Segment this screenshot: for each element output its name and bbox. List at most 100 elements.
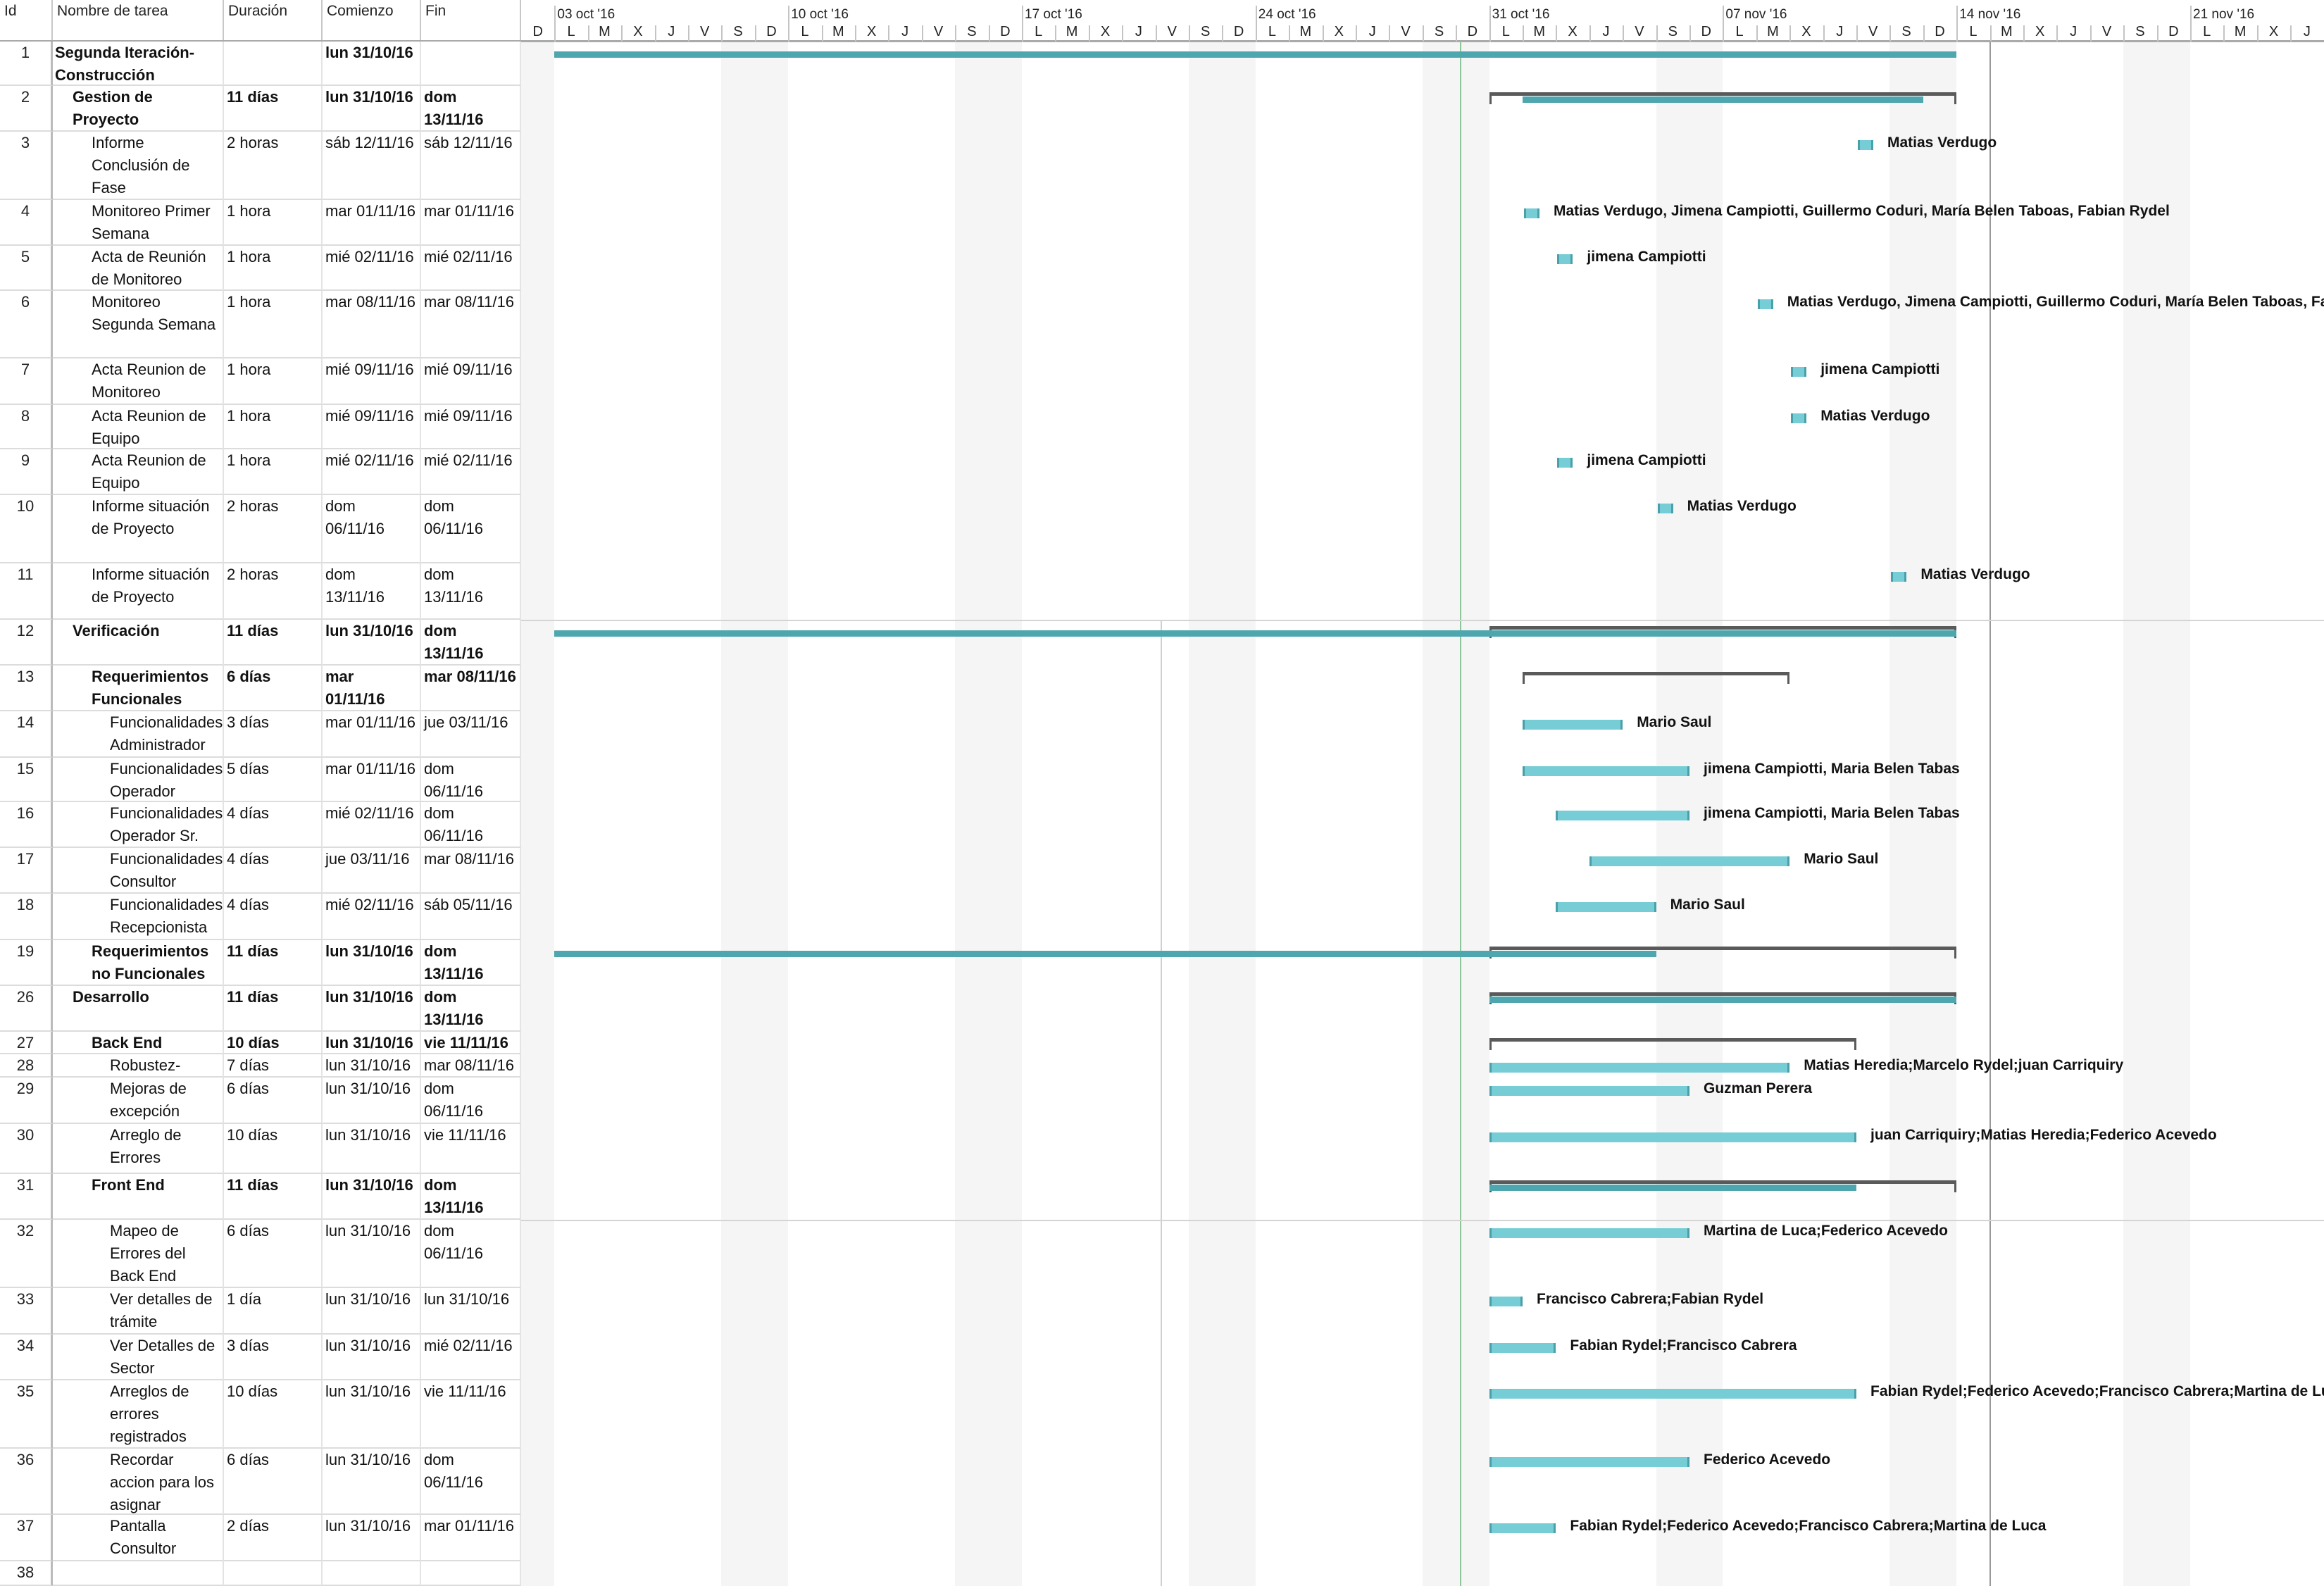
- task-start-cell[interactable]: lun 31/10/16: [323, 42, 421, 86]
- task-name-cell[interactable]: Funcionalidades Administrador: [53, 711, 224, 758]
- task-name-cell[interactable]: Informe situación de Proyecto: [53, 563, 224, 620]
- task-finish-cell[interactable]: dom 06/11/16: [421, 802, 521, 848]
- task-start-cell[interactable]: mar 08/11/16: [323, 291, 421, 358]
- task-finish-cell[interactable]: dom 06/11/16: [421, 1449, 521, 1515]
- task-finish-cell[interactable]: vie 11/11/16: [421, 1124, 521, 1174]
- task-id-cell[interactable]: 38: [0, 1561, 53, 1586]
- summary-progress-bar[interactable]: [1523, 96, 1923, 103]
- task-id-cell[interactable]: 3: [0, 132, 53, 200]
- task-id-cell[interactable]: 17: [0, 848, 53, 894]
- task-id-cell[interactable]: 10: [0, 495, 53, 563]
- task-duration-cell[interactable]: 11 días: [224, 940, 323, 986]
- task-start-cell[interactable]: mié 02/11/16: [323, 449, 421, 495]
- task-start-cell[interactable]: lun 31/10/16: [323, 1032, 421, 1054]
- task-name-cell[interactable]: Segunda Iteración-Construcción: [53, 42, 224, 86]
- task-bar-milestone[interactable]: [1657, 504, 1673, 513]
- task-bar-milestone[interactable]: [1791, 367, 1807, 377]
- task-start-cell[interactable]: lun 31/10/16: [323, 1449, 421, 1515]
- task-duration-cell[interactable]: 6 días: [224, 1449, 323, 1515]
- task-bar[interactable]: [1489, 1389, 1856, 1399]
- task-name-cell[interactable]: Informe Conclusión de Fase: [53, 132, 224, 200]
- column-header-id[interactable]: Id: [0, 0, 53, 40]
- task-id-cell[interactable]: 30: [0, 1124, 53, 1174]
- task-name-cell[interactable]: Acta de Reunión de Monitoreo: [53, 246, 224, 291]
- task-duration-cell[interactable]: 11 días: [224, 86, 323, 132]
- task-bar[interactable]: [1523, 766, 1689, 776]
- task-start-cell[interactable]: mié 02/11/16: [323, 246, 421, 291]
- summary-bracket[interactable]: [1489, 626, 1957, 638]
- task-start-cell[interactable]: lun 31/10/16: [323, 940, 421, 986]
- task-start-cell[interactable]: lun 31/10/16: [323, 1054, 421, 1078]
- task-bar-milestone[interactable]: [1557, 458, 1573, 468]
- column-header-name[interactable]: Nombre de tarea: [53, 0, 224, 40]
- task-finish-cell[interactable]: dom 13/11/16: [421, 86, 521, 132]
- summary-progress-bar[interactable]: [554, 51, 1957, 58]
- task-finish-cell[interactable]: dom 13/11/16: [421, 1174, 521, 1220]
- task-duration-cell[interactable]: 4 días: [224, 848, 323, 894]
- task-duration-cell[interactable]: 4 días: [224, 894, 323, 940]
- task-name-cell[interactable]: Acta Reunion de Monitoreo: [53, 358, 224, 405]
- summary-bracket[interactable]: [1523, 672, 1790, 684]
- task-bar-milestone[interactable]: [1791, 413, 1807, 423]
- task-name-cell[interactable]: Requerimientos Funcionales: [53, 666, 224, 711]
- task-name-cell[interactable]: Pantalla Consultor: [53, 1515, 224, 1561]
- task-start-cell[interactable]: lun 31/10/16: [323, 1335, 421, 1380]
- task-id-cell[interactable]: 29: [0, 1078, 53, 1124]
- task-finish-cell[interactable]: mar 08/11/16: [421, 1054, 521, 1078]
- task-name-cell[interactable]: Acta Reunion de Equipo: [53, 449, 224, 495]
- task-bar-milestone[interactable]: [1891, 572, 1907, 582]
- task-name-cell[interactable]: Arreglos de errores registrados: [53, 1380, 224, 1449]
- task-id-cell[interactable]: 13: [0, 666, 53, 711]
- task-duration-cell[interactable]: 2 horas: [224, 563, 323, 620]
- task-finish-cell[interactable]: dom 13/11/16: [421, 620, 521, 666]
- task-bar[interactable]: [1489, 1343, 1556, 1353]
- task-duration-cell[interactable]: 1 hora: [224, 405, 323, 449]
- task-duration-cell[interactable]: 1 hora: [224, 246, 323, 291]
- task-name-cell[interactable]: Funcionalidades Operador: [53, 758, 224, 802]
- task-bar-milestone[interactable]: [1858, 140, 1873, 150]
- task-finish-cell[interactable]: mar 08/11/16: [421, 666, 521, 711]
- task-finish-cell[interactable]: jue 03/11/16: [421, 711, 521, 758]
- task-id-cell[interactable]: 16: [0, 802, 53, 848]
- task-start-cell[interactable]: [323, 1561, 421, 1586]
- task-id-cell[interactable]: 26: [0, 986, 53, 1032]
- task-start-cell[interactable]: lun 31/10/16: [323, 1515, 421, 1561]
- task-id-cell[interactable]: 12: [0, 620, 53, 666]
- task-id-cell[interactable]: 5: [0, 246, 53, 291]
- task-bar-milestone[interactable]: [1557, 254, 1573, 264]
- task-duration-cell[interactable]: 11 días: [224, 986, 323, 1032]
- task-duration-cell[interactable]: 6 días: [224, 1078, 323, 1124]
- task-name-cell[interactable]: Gestion de Proyecto: [53, 86, 224, 132]
- task-finish-cell[interactable]: dom 06/11/16: [421, 758, 521, 802]
- summary-bracket[interactable]: [1489, 947, 1957, 959]
- task-id-cell[interactable]: 6: [0, 291, 53, 358]
- task-name-cell[interactable]: Desarrollo: [53, 986, 224, 1032]
- task-duration-cell[interactable]: 1 hora: [224, 449, 323, 495]
- summary-bracket[interactable]: [1489, 1038, 1857, 1050]
- task-start-cell[interactable]: lun 31/10/16: [323, 1220, 421, 1288]
- task-name-cell[interactable]: Requerimientos no Funcionales: [53, 940, 224, 986]
- task-duration-cell[interactable]: 3 días: [224, 711, 323, 758]
- task-finish-cell[interactable]: mié 02/11/16: [421, 1335, 521, 1380]
- task-duration-cell[interactable]: [224, 42, 323, 86]
- summary-progress-bar[interactable]: [1489, 1185, 1856, 1191]
- task-bar[interactable]: [1489, 1086, 1689, 1096]
- task-duration-cell[interactable]: 10 días: [224, 1380, 323, 1449]
- task-finish-cell[interactable]: dom 06/11/16: [421, 495, 521, 563]
- task-id-cell[interactable]: 9: [0, 449, 53, 495]
- summary-progress-bar[interactable]: [554, 630, 1957, 637]
- task-start-cell[interactable]: lun 31/10/16: [323, 986, 421, 1032]
- task-finish-cell[interactable]: mar 08/11/16: [421, 848, 521, 894]
- task-bar[interactable]: [1489, 1457, 1689, 1467]
- column-header-duration[interactable]: Duración: [224, 0, 323, 40]
- task-bar[interactable]: [1489, 1523, 1556, 1533]
- task-finish-cell[interactable]: sáb 12/11/16: [421, 132, 521, 200]
- task-name-cell[interactable]: Funcionalidades Recepcionista: [53, 894, 224, 940]
- task-id-cell[interactable]: 14: [0, 711, 53, 758]
- task-name-cell[interactable]: Monitoreo Segunda Semana: [53, 291, 224, 358]
- task-id-cell[interactable]: 7: [0, 358, 53, 405]
- task-start-cell[interactable]: lun 31/10/16: [323, 1124, 421, 1174]
- summary-progress-bar[interactable]: [1489, 997, 1957, 1003]
- task-duration-cell[interactable]: 10 días: [224, 1032, 323, 1054]
- task-id-cell[interactable]: 18: [0, 894, 53, 940]
